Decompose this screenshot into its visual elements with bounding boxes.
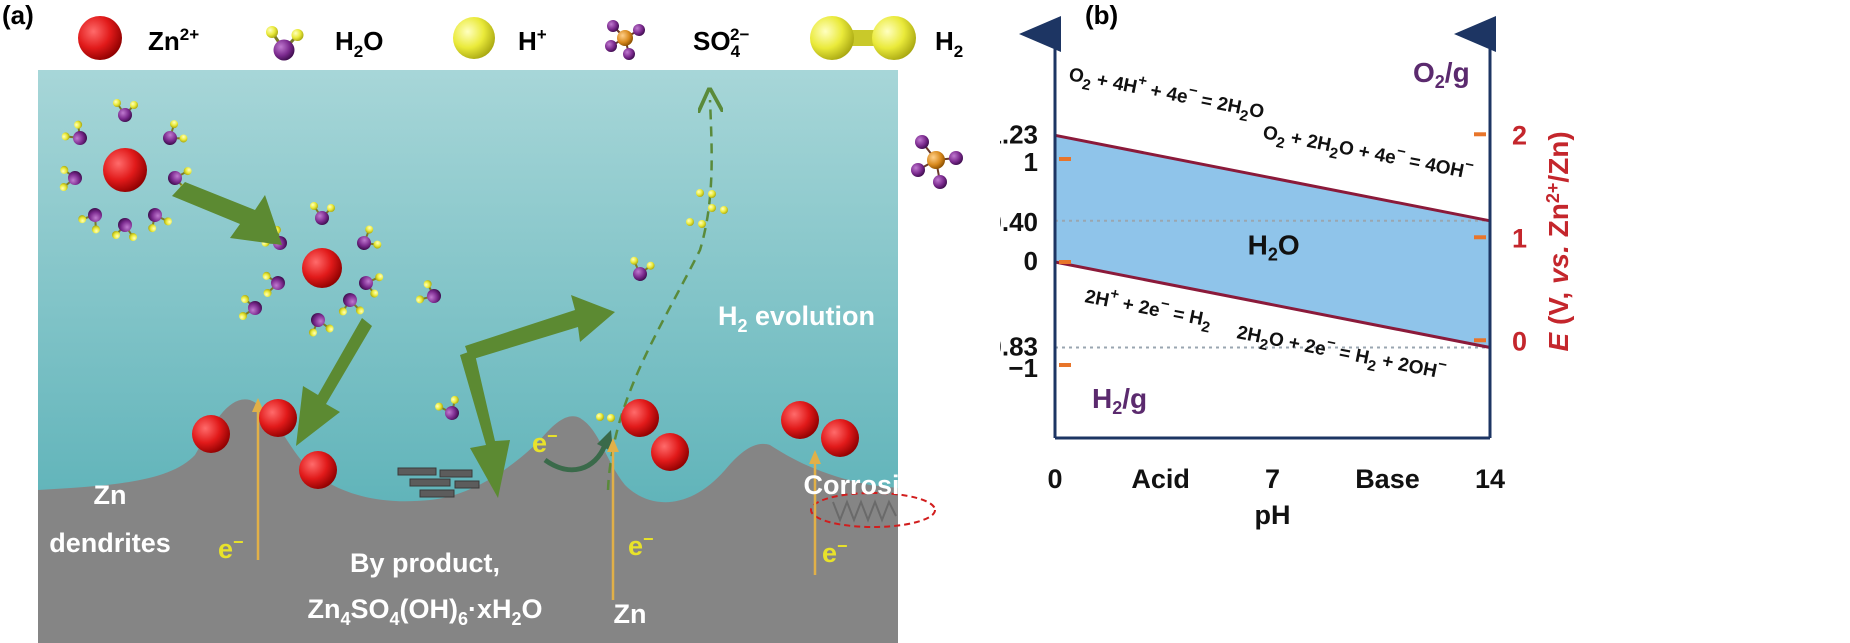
h2-gas-region-label: H2/g: [1092, 383, 1147, 418]
electron-label: e−: [532, 426, 558, 458]
legend-h2o-label: H2O: [335, 26, 383, 61]
byproduct-label: By product,: [350, 548, 500, 578]
left-tick-label-0: 1.23: [1000, 119, 1038, 149]
dendrites-label-2: dendrites: [49, 528, 171, 558]
right-tick-label-2: 0: [1512, 326, 1527, 356]
legend-so4-label: SO42−: [693, 25, 750, 61]
right-tick-label-1: 1: [1512, 223, 1527, 253]
electron-label: e−: [822, 536, 848, 568]
hydrated-zn-ion-2: [258, 201, 386, 300]
x-axis-label: pH: [1255, 500, 1291, 530]
x-tick-label-4: 14: [1475, 464, 1505, 494]
byproduct-plates: [397, 467, 480, 498]
x-tick-label-0: 0: [1047, 464, 1062, 494]
legend-so4-icon: [605, 20, 645, 60]
x-tick-label-3: Base: [1355, 464, 1420, 494]
h2-bubbles: [596, 189, 728, 422]
water-region-label: H2O: [1248, 230, 1300, 265]
legend-h2-label: H2: [935, 26, 963, 61]
equation-o2-acid: O2 + 4H+ + 4e− = 2H2O: [1066, 58, 1267, 128]
sulfate-ion: [911, 135, 963, 189]
zn-deposit-atoms: [192, 399, 859, 489]
legend-h2-icon: [810, 16, 916, 60]
panel-a-label: (a): [2, 0, 34, 30]
corrosion-ellipse: [810, 492, 936, 528]
left-tick-label-4: −0.83: [1000, 331, 1038, 361]
left-tick-label-2: 0.40: [1000, 207, 1038, 237]
zn-electrode-label: Zn: [614, 599, 647, 629]
byproduct-formula: Zn4SO4(OH)6·xH2O: [307, 594, 542, 629]
legend-h2o-icon: [264, 24, 305, 62]
corrosion-label: Corrosion: [803, 470, 932, 500]
legend-zn-icon: [78, 16, 122, 60]
migration-arrows: [172, 182, 615, 498]
legend-h-label: H+: [518, 25, 547, 56]
corrosion-pits: [832, 499, 897, 523]
dendrites-label: Zn: [94, 480, 127, 510]
left-tick-label-1: 1: [1024, 147, 1038, 177]
left-tick-label-3: 0: [1024, 246, 1038, 276]
boundary-line-1: [1054, 260, 1491, 349]
zn-anode-surface: [38, 399, 898, 643]
legend-zn-label: Zn2+: [148, 25, 199, 56]
water-stability-region: [1055, 135, 1490, 348]
boundary-line-0: [1054, 133, 1491, 223]
h2-evolution-label: H2 evolution: [718, 301, 875, 336]
o2-gas-region-label: O2/g: [1413, 57, 1470, 92]
equation-h2-acid: 2H+ + 2e− = H2: [1082, 280, 1214, 336]
electron-flow-arrows: [252, 398, 821, 600]
left-tick-label-5: −1: [1008, 353, 1038, 383]
x-tick-label-1: Acid: [1131, 464, 1190, 494]
panel-a-diagram: Zn2+ H2O H+ SO42− H2 H2 evolution Zn den…: [38, 16, 963, 643]
right-axis-title: E (V, vs. Zn2+/Zn): [1543, 131, 1574, 351]
panel-b-label: (b): [1085, 0, 1119, 30]
electron-transfer-arrow: [543, 443, 608, 473]
right-tick-label-0: 2: [1512, 120, 1527, 150]
x-tick-label-2: 7: [1265, 464, 1280, 494]
h2-evolution-path: [606, 100, 712, 491]
legend-h-icon: [453, 17, 495, 59]
electron-label: e−: [218, 532, 244, 564]
equation-o2-base: O2 + 2H2O + 4e− = 4OH−: [1260, 116, 1476, 189]
hydrated-zn-ion-1: [56, 98, 193, 242]
electron-label: e−: [628, 529, 654, 561]
